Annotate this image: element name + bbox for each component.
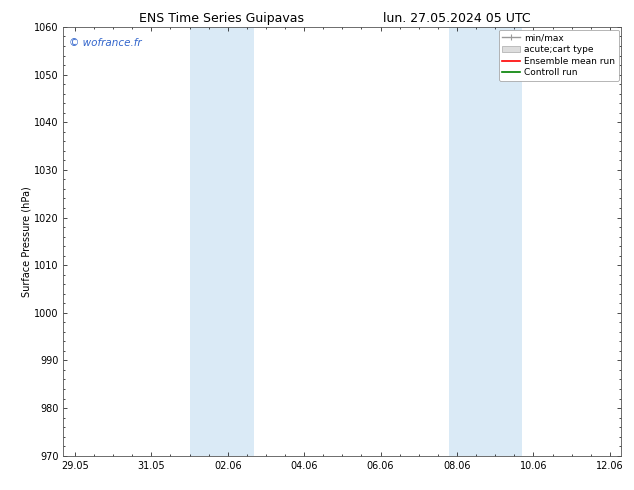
Text: lun. 27.05.2024 05 UTC: lun. 27.05.2024 05 UTC	[383, 12, 530, 25]
Text: © wofrance.fr: © wofrance.fr	[69, 38, 141, 48]
Bar	[190, 27, 254, 456]
Bar	[450, 27, 522, 456]
Y-axis label: Surface Pressure (hPa): Surface Pressure (hPa)	[21, 186, 31, 297]
Text: ENS Time Series Guipavas: ENS Time Series Guipavas	[139, 12, 304, 25]
Legend: min/max, acute;cart type, Ensemble mean run, Controll run: min/max, acute;cart type, Ensemble mean …	[499, 30, 619, 81]
